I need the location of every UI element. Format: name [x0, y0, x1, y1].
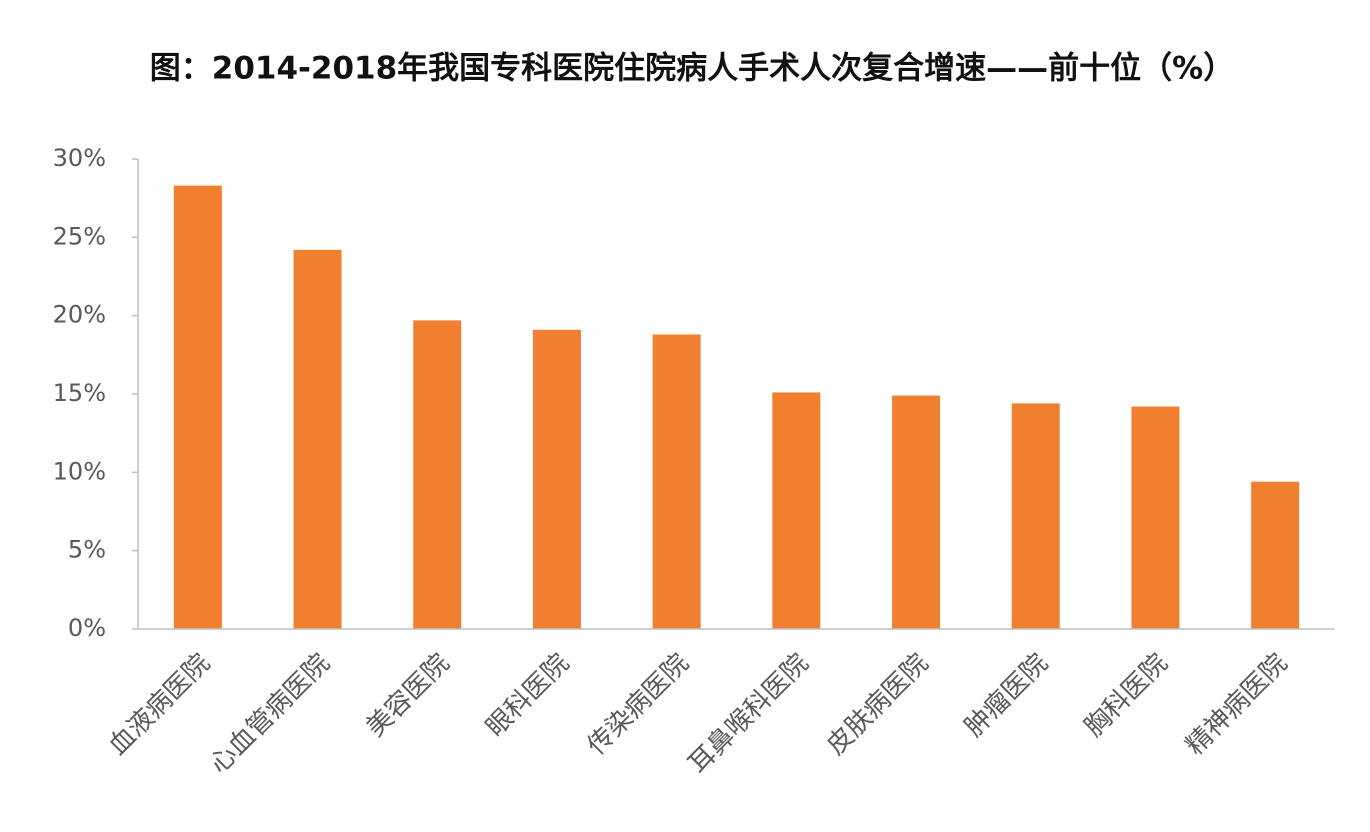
y-tick-label: 10%: [53, 457, 106, 485]
y-tick-label: 25%: [53, 222, 106, 250]
bar: [772, 392, 821, 629]
x-tick-label: 皮肤病医院: [821, 648, 934, 761]
bar: [413, 320, 462, 629]
bar: [1251, 481, 1300, 629]
x-tick-label: 眼科医院: [480, 648, 575, 743]
x-tick-label: 胸科医院: [1079, 648, 1174, 743]
bar: [532, 329, 581, 629]
chart-title: 图：2014-2018年我国专科医院住院病人手术人次复合增速——前十位（%）: [150, 51, 1234, 87]
x-tick-label: 耳鼻喉科医院: [683, 648, 815, 780]
bar: [1011, 403, 1060, 629]
bar: [1131, 406, 1180, 629]
bar: [173, 185, 222, 629]
y-tick-label: 20%: [53, 301, 106, 329]
x-tick-label: 肿瘤医院: [959, 648, 1054, 743]
y-tick-label: 5%: [68, 536, 106, 564]
x-tick-label: 美容医院: [361, 648, 456, 743]
y-tick-label: 15%: [53, 379, 106, 407]
y-tick-label: 30%: [53, 144, 106, 172]
x-tick-label: 心血管病医院: [204, 648, 336, 780]
x-tick-label: 精神病医院: [1180, 648, 1293, 761]
x-tick-label: 传染病医院: [582, 648, 695, 761]
x-tick-label: 血液病医院: [103, 648, 216, 761]
bar: [652, 334, 701, 629]
bar: [892, 395, 941, 629]
y-tick-label: 0%: [68, 614, 106, 642]
bar: [293, 249, 342, 629]
